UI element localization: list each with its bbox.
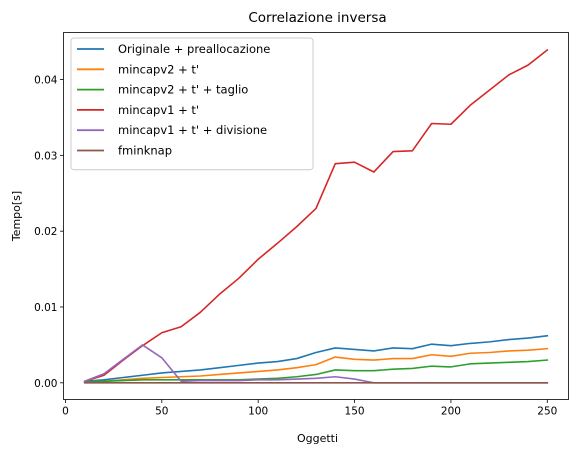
- y-tick-label-1: 0.01: [34, 302, 57, 314]
- legend-label-0: Originale + preallocazione: [118, 42, 270, 56]
- x-tick-label-1: 50: [155, 406, 168, 418]
- legend-label-1: mincapv2 + t': [118, 62, 199, 76]
- x-axis: 0 50 100 150 200 250: [62, 399, 557, 418]
- x-tick-label-0: 0: [62, 406, 69, 418]
- legend-label-4: mincapv1 + t' + divisione: [118, 123, 267, 137]
- series-line-2: [83, 359, 549, 383]
- x-tick-label-2: 100: [248, 406, 268, 418]
- x-tick-label-5: 250: [537, 406, 557, 418]
- chart-title: Correlazione inversa: [248, 10, 386, 26]
- series-layer: [83, 48, 549, 384]
- y-axis-label: Tempo[s]: [10, 191, 23, 242]
- x-axis-label: Oggetti: [297, 432, 338, 445]
- y-tick-label-2: 0.02: [34, 226, 57, 238]
- y-tick-label-4: 0.04: [34, 75, 58, 87]
- x-tick-label-4: 200: [441, 406, 461, 418]
- legend-label-5: fminknap: [118, 144, 172, 158]
- y-axis: 0.00 0.01 0.02 0.03 0.04: [34, 75, 64, 390]
- series-line-1: [83, 347, 549, 383]
- legend: Originale + preallocazione mincapv2 + t' m…: [70, 37, 314, 171]
- y-tick-label-0: 0.00: [34, 378, 57, 390]
- y-tick-label-3: 0.03: [34, 150, 57, 162]
- legend-label-3: mincapv1 + t': [118, 103, 199, 117]
- legend-box: [70, 37, 314, 171]
- plot-frame: [63, 32, 569, 400]
- series-line-3: [83, 48, 549, 383]
- x-tick-label-3: 150: [345, 406, 365, 418]
- legend-label-2: mincapv2 + t' + taglio: [118, 83, 248, 97]
- series-line-0: [83, 334, 549, 383]
